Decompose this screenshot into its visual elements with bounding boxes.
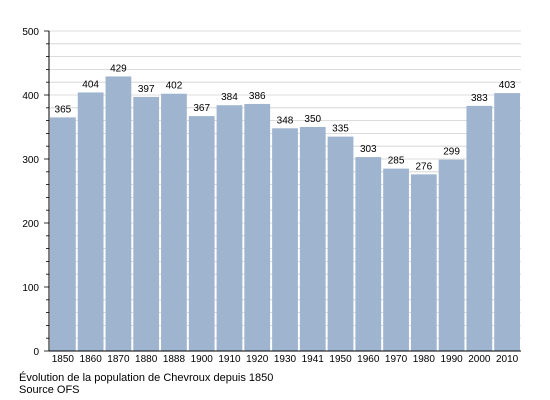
data-label-1860: 404 bbox=[82, 79, 99, 90]
bar-1930 bbox=[272, 128, 298, 351]
bar-1941 bbox=[299, 127, 326, 351]
bar-1850 bbox=[50, 117, 76, 352]
x-tick-label-1960: 1960 bbox=[357, 354, 380, 365]
chart-caption-title: Évolution de la population de Chevroux d… bbox=[19, 372, 274, 384]
bar-1900 bbox=[188, 116, 215, 352]
bar-1960 bbox=[355, 157, 382, 351]
data-label-1930: 348 bbox=[277, 115, 294, 126]
data-label-1900: 367 bbox=[193, 103, 210, 114]
y-tick-labels: 0 100 200 300 400 500 bbox=[22, 27, 39, 358]
y-tick-label-200: 200 bbox=[22, 219, 39, 230]
x-tick-label-2000: 2000 bbox=[468, 354, 491, 365]
bar-1888 bbox=[161, 93, 187, 351]
data-label-1950: 335 bbox=[332, 124, 349, 135]
x-tick-label-1930: 1930 bbox=[274, 354, 297, 365]
chart-caption-source: Source OFS bbox=[19, 384, 80, 396]
bar-1910 bbox=[216, 105, 243, 352]
x-tick-label-2010: 2010 bbox=[496, 354, 519, 365]
data-label-1888: 402 bbox=[166, 81, 183, 92]
data-label-1880: 397 bbox=[138, 84, 155, 95]
x-tick-label-1888: 1888 bbox=[163, 354, 186, 365]
data-labels: 365 404 429 397 402 367 384 386 348 350 335 303 285 2… bbox=[55, 63, 516, 172]
x-tick-label-1860: 1860 bbox=[80, 354, 103, 365]
y-tick-label-400: 400 bbox=[22, 91, 39, 102]
data-label-1970: 285 bbox=[388, 156, 405, 167]
data-label-1850: 365 bbox=[55, 104, 72, 115]
x-tick-labels: 1850 1860 1870 1880 1888 1900 1910 1920 1930 1941… bbox=[52, 354, 519, 365]
data-label-1941: 350 bbox=[304, 114, 321, 125]
x-tick-label-1880: 1880 bbox=[135, 354, 158, 365]
x-tick-label-1990: 1990 bbox=[440, 354, 463, 365]
y-tick-label-500: 500 bbox=[22, 27, 39, 38]
bar-1970 bbox=[383, 168, 409, 351]
data-label-2010: 403 bbox=[499, 80, 516, 91]
bar-2010 bbox=[494, 93, 520, 351]
x-tick-label-1870: 1870 bbox=[107, 354, 130, 365]
x-tick-label-1970: 1970 bbox=[385, 354, 408, 365]
y-tick-label-300: 300 bbox=[22, 155, 39, 166]
bar-1880 bbox=[133, 96, 160, 351]
bar-1990 bbox=[438, 159, 465, 351]
bar-1920 bbox=[244, 103, 271, 352]
data-label-1980: 276 bbox=[415, 161, 432, 172]
x-tick-label-1980: 1980 bbox=[413, 354, 436, 365]
bar-2000 bbox=[466, 105, 493, 351]
x-tick-label-1941: 1941 bbox=[302, 354, 325, 365]
axes bbox=[44, 30, 521, 352]
x-tick-label-1920: 1920 bbox=[246, 354, 269, 365]
bar-1860 bbox=[77, 92, 104, 351]
bar-1980 bbox=[410, 174, 437, 351]
data-label-1870: 429 bbox=[110, 63, 127, 74]
y-tick-label-0: 0 bbox=[33, 347, 39, 358]
data-label-1920: 386 bbox=[249, 91, 266, 102]
x-tick-label-1850: 1850 bbox=[52, 354, 75, 365]
x-tick-label-1900: 1900 bbox=[191, 354, 214, 365]
data-label-2000: 383 bbox=[471, 93, 488, 104]
bars bbox=[50, 76, 520, 352]
data-label-1910: 384 bbox=[221, 92, 238, 103]
data-label-1990: 299 bbox=[443, 147, 460, 158]
bar-1870 bbox=[105, 76, 132, 351]
y-tick-label-100: 100 bbox=[22, 283, 39, 294]
x-tick-label-1950: 1950 bbox=[329, 354, 352, 365]
x-tick-label-1910: 1910 bbox=[218, 354, 241, 365]
bar-1950 bbox=[327, 136, 354, 351]
data-label-1960: 303 bbox=[360, 144, 377, 155]
